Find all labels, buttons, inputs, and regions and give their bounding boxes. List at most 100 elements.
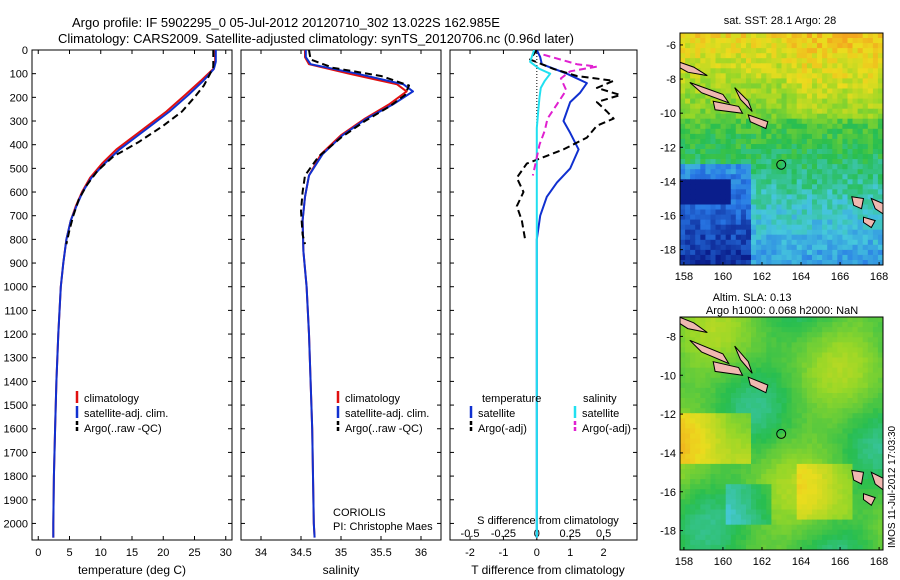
map-cell <box>872 362 879 369</box>
map-cell <box>751 509 757 516</box>
map-cell <box>720 317 727 323</box>
map-cell <box>817 443 823 450</box>
map-cell <box>806 413 813 419</box>
map-cell <box>877 453 883 460</box>
map-cell <box>700 357 706 364</box>
map-cell <box>710 169 717 175</box>
map-cell <box>761 377 767 384</box>
map-cell <box>700 367 706 374</box>
map-cell <box>837 234 843 241</box>
map-cell <box>730 189 737 195</box>
map-cell <box>852 174 859 180</box>
map-cell <box>791 169 798 175</box>
map-cell <box>791 133 798 140</box>
map-cell <box>817 408 823 414</box>
map-cell <box>730 529 737 536</box>
map-cell <box>746 342 752 348</box>
map-cell <box>847 342 854 348</box>
map-cell <box>756 367 762 374</box>
map-cell <box>761 113 767 120</box>
map-cell <box>857 189 864 195</box>
map-cell <box>847 189 854 195</box>
map-cell <box>751 194 757 200</box>
y-tick-label: 400 <box>10 140 28 152</box>
map-cell <box>781 214 788 221</box>
map-cell <box>877 494 883 500</box>
map-cell <box>837 413 843 419</box>
map-cell <box>817 179 823 185</box>
map-cell <box>781 367 788 374</box>
map-cell <box>680 229 686 236</box>
map-cell <box>791 53 798 59</box>
map-cell <box>700 362 706 369</box>
map-cell <box>786 38 793 44</box>
map-cell <box>796 342 803 348</box>
map-cell <box>776 219 783 226</box>
map-cell <box>877 398 883 404</box>
map-cell <box>852 448 859 455</box>
map-cell <box>735 393 742 399</box>
map-cell <box>786 443 793 450</box>
map-cell <box>781 78 788 84</box>
map-cell <box>751 317 757 323</box>
map-cell <box>827 398 833 404</box>
map-cell <box>756 164 762 170</box>
map-cell <box>751 154 757 160</box>
map-cell <box>761 539 767 546</box>
map-cell <box>695 504 701 511</box>
map-cell <box>781 133 788 140</box>
map-cell <box>766 169 772 175</box>
map-cell <box>832 428 838 435</box>
map-cell <box>872 53 879 59</box>
map-cell <box>756 469 762 475</box>
map-cell <box>786 463 793 470</box>
map-cell <box>786 433 793 440</box>
map-cell <box>740 448 747 455</box>
map-cell <box>857 48 864 54</box>
map-cell <box>796 453 803 460</box>
map-cell <box>812 382 818 389</box>
map-cell <box>756 68 762 74</box>
map-cell <box>812 514 818 521</box>
map-cell <box>877 154 883 160</box>
map-cell <box>730 322 737 328</box>
map-cell <box>822 463 828 470</box>
map-cell <box>735 403 742 409</box>
map-cell <box>827 83 833 89</box>
y-tick-label: 1200 <box>4 329 28 341</box>
map-cell <box>690 260 696 265</box>
map-cell <box>877 38 883 44</box>
map-cell <box>827 499 833 505</box>
map-cell <box>725 499 732 505</box>
map-cell <box>806 438 813 445</box>
map-cell <box>786 534 793 541</box>
map-cell <box>756 78 762 84</box>
map-cell <box>852 43 859 49</box>
map-cell <box>867 438 874 445</box>
map-cell <box>715 544 722 550</box>
map-cell <box>862 504 869 511</box>
map-cell <box>791 58 798 64</box>
map-cell <box>837 144 843 150</box>
map-cell <box>766 33 772 39</box>
map-cell <box>720 154 727 160</box>
map-cell <box>872 418 879 424</box>
map-cell <box>872 428 879 435</box>
map-cell <box>817 367 823 374</box>
map-cell <box>827 58 833 64</box>
map-cell <box>822 509 828 516</box>
map-cell <box>817 362 823 369</box>
pi-label: PI: Christophe Maes <box>333 521 433 533</box>
map-cell <box>806 539 813 546</box>
map-cell <box>832 448 838 455</box>
map-cell <box>720 234 727 241</box>
map-cell <box>730 317 737 323</box>
map-cell <box>715 377 722 384</box>
map-cell <box>690 448 696 455</box>
map-cell <box>715 164 722 170</box>
map-cell <box>756 189 762 195</box>
map-cell <box>832 189 838 195</box>
map-cell <box>705 519 712 526</box>
map-cell <box>801 229 808 236</box>
map-cell <box>735 244 742 251</box>
